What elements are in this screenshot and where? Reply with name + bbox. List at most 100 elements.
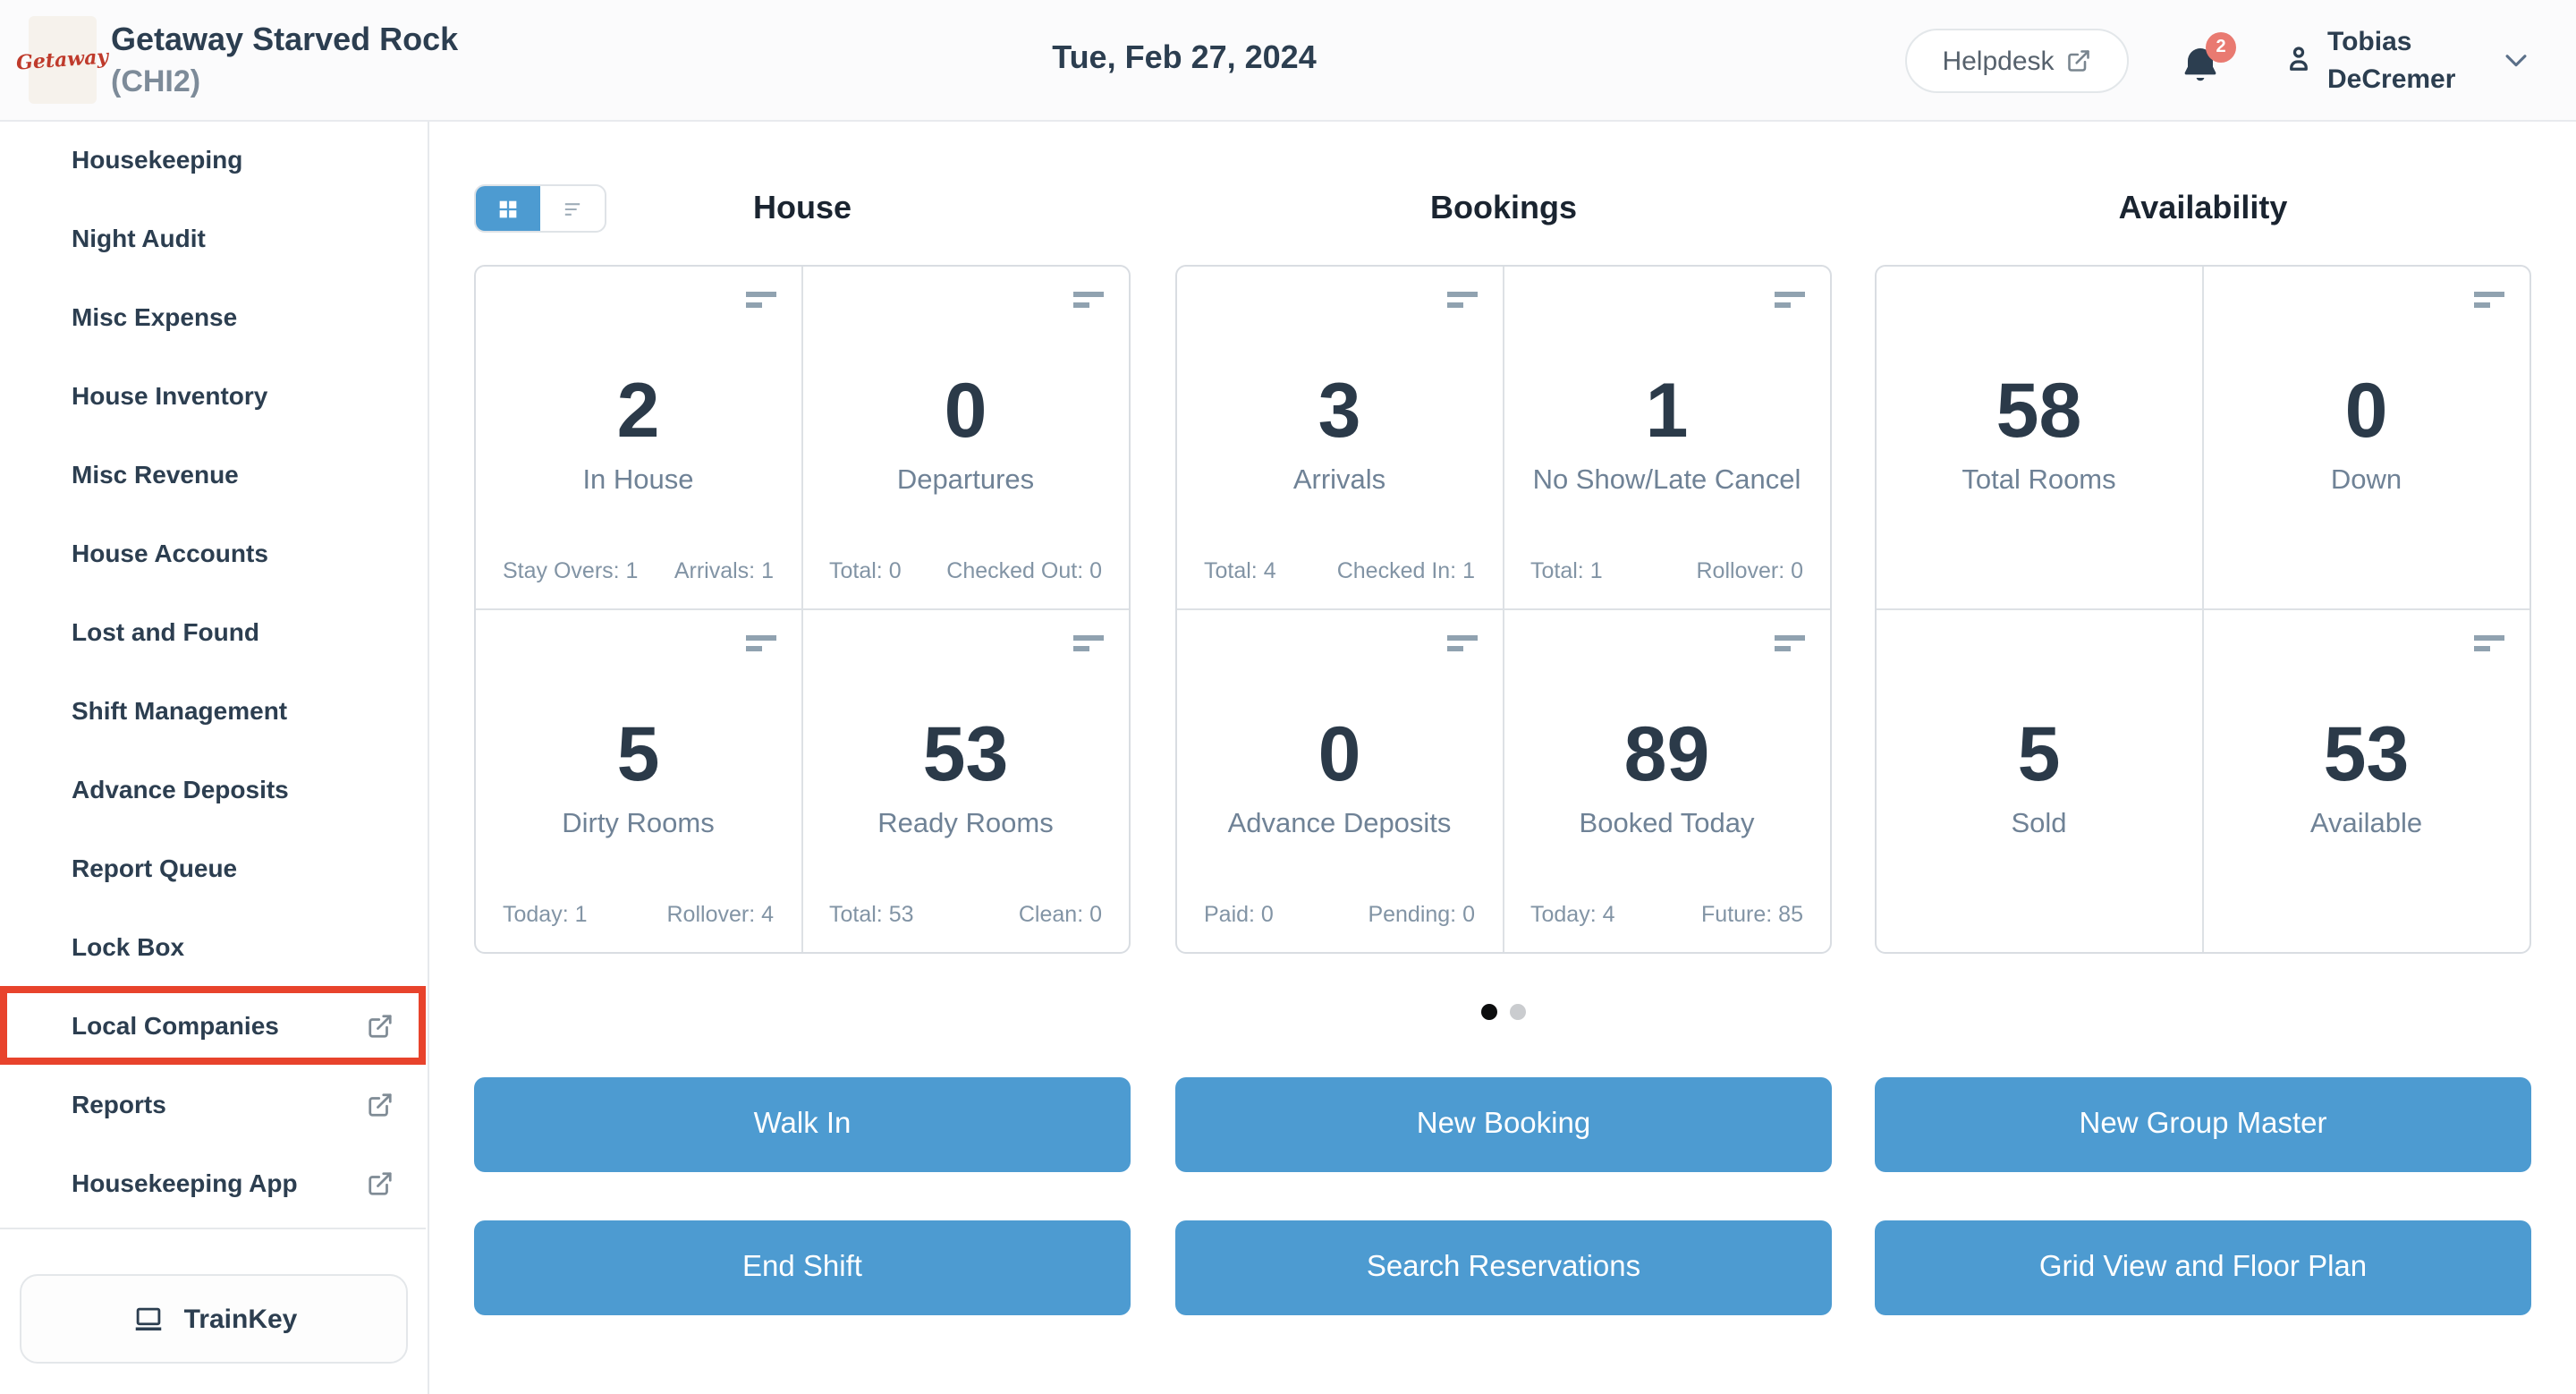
section-group-bookings: 3 Arrivals Total: 4 Checked In: 1 1 No Show/L… xyxy=(1175,265,1832,954)
stat-footer: Total: 53 Clean: 0 xyxy=(829,901,1102,926)
external-link-icon xyxy=(367,1012,394,1039)
notifications-button[interactable]: 2 xyxy=(2179,32,2243,98)
new-booking-button[interactable]: New Booking xyxy=(1175,1077,1832,1172)
sidebar-item-advance-deposits[interactable]: Advance Deposits xyxy=(0,750,426,829)
walk-in-button[interactable]: Walk In xyxy=(474,1077,1131,1172)
stat-footer: Stay Overs: 1 Arrivals: 1 xyxy=(503,558,774,583)
stat-card-down[interactable]: 0 Down xyxy=(2203,267,2529,609)
search-reservations-button[interactable]: Search Reservations xyxy=(1175,1220,1832,1315)
section-title-house: House xyxy=(752,190,852,225)
stat-card-departures[interactable]: 0 Departures Total: 0 Checked Out: 0 xyxy=(802,267,1129,609)
stat-card-dirty-rooms[interactable]: 5 Dirty Rooms Today: 1 Rollover: 4 xyxy=(476,609,802,952)
card-menu-icon[interactable] xyxy=(1775,634,1805,650)
stat-label: Departures xyxy=(896,465,1035,496)
stat-value: 0 xyxy=(944,369,987,455)
card-menu-icon[interactable] xyxy=(1446,634,1477,650)
stat-card-no-show-late-cancel[interactable]: 1 No Show/Late Cancel Total: 1 Rollover: 0 xyxy=(1504,267,1830,609)
sidebar-item-lost-and-found[interactable]: Lost and Found xyxy=(0,592,426,671)
stat-footer: Today: 4 Future: 85 xyxy=(1530,901,1803,926)
sidebar-nav: Housekeeping Night Audit Misc Expense House… xyxy=(0,120,426,1222)
helpdesk-button[interactable]: Helpdesk xyxy=(1905,29,2129,93)
stat-footer: Today: 1 Rollover: 4 xyxy=(503,901,774,926)
sidebar-item-local-companies[interactable]: Local Companies xyxy=(0,986,426,1065)
stat-label: In House xyxy=(582,465,694,496)
stat-footer: Paid: 0 Pending: 0 xyxy=(1204,901,1475,926)
stat-footer: Total: 1 Rollover: 0 xyxy=(1530,558,1803,583)
stat-card-arrivals[interactable]: 3 Arrivals Total: 4 Checked In: 1 xyxy=(1177,267,1504,609)
list-icon xyxy=(564,202,580,215)
trainkey-button[interactable]: TrainKey xyxy=(20,1274,408,1364)
sidebar-item-label: Advance Deposits xyxy=(72,775,289,803)
external-link-icon xyxy=(367,1169,394,1196)
sidebar-item-housekeeping[interactable]: Housekeeping xyxy=(0,120,426,199)
card-menu-icon[interactable] xyxy=(2474,634,2504,650)
stat-label: Arrivals xyxy=(1292,465,1386,496)
stat-footer-right: Rollover: 0 xyxy=(1696,558,1804,583)
sidebar-item-label: Lost and Found xyxy=(72,617,259,646)
stat-card-advance-deposits[interactable]: 0 Advance Deposits Paid: 0 Pending: 0 xyxy=(1177,609,1504,952)
sidebar-item-housekeeping-app[interactable]: Housekeeping App xyxy=(0,1143,426,1222)
stat-card-sold[interactable]: 5 Sold xyxy=(1877,609,2203,952)
sidebar-item-label: Housekeeping App xyxy=(72,1169,298,1197)
end-shift-button[interactable]: End Shift xyxy=(474,1220,1131,1315)
stat-card-booked-today[interactable]: 89 Booked Today Today: 4 Future: 85 xyxy=(1504,609,1830,952)
card-menu-icon[interactable] xyxy=(1073,634,1104,650)
card-menu-icon[interactable] xyxy=(2474,292,2504,308)
carousel-dots xyxy=(1175,1004,1832,1020)
stat-footer-left: Stay Overs: 1 xyxy=(503,558,639,583)
section-title-availability: Availability xyxy=(2118,190,2288,225)
stat-label: Dirty Rooms xyxy=(562,808,715,838)
stat-footer-right: Checked Out: 0 xyxy=(946,558,1102,583)
stat-card-ready-rooms[interactable]: 53 Ready Rooms Total: 53 Clean: 0 xyxy=(802,609,1129,952)
view-toggle xyxy=(474,184,606,233)
sidebar-footer: TrainKey xyxy=(0,1228,426,1394)
sidebar-item-label: Night Audit xyxy=(72,224,206,252)
user-menu[interactable]: Tobias DeCremer xyxy=(2283,23,2455,98)
sidebar-item-house-accounts[interactable]: House Accounts xyxy=(0,514,426,592)
stat-card-total-rooms[interactable]: 58 Total Rooms xyxy=(1877,267,2203,609)
property-code: (CHI2) xyxy=(111,64,201,98)
stat-footer: Total: 4 Checked In: 1 xyxy=(1204,558,1475,583)
stat-label: Sold xyxy=(2011,808,2067,838)
sidebar-item-misc-expense[interactable]: Misc Expense xyxy=(0,277,426,356)
brand-logo[interactable]: Getaway xyxy=(16,16,109,104)
card-menu-icon[interactable] xyxy=(1775,292,1805,308)
stat-footer: Total: 0 Checked Out: 0 xyxy=(829,558,1102,583)
stat-footer-left: Total: 1 xyxy=(1530,558,1603,583)
sidebar-item-report-queue[interactable]: Report Queue xyxy=(0,829,426,907)
stat-footer-left: Today: 4 xyxy=(1530,901,1615,926)
user-name: Tobias DeCremer xyxy=(2327,23,2455,98)
sidebar-item-shift-management[interactable]: Shift Management xyxy=(0,671,426,750)
sidebar: Housekeeping Night Audit Misc Expense House… xyxy=(0,120,429,1394)
sidebar-item-label: Report Queue xyxy=(72,854,238,882)
carousel-dot-2[interactable] xyxy=(1510,1004,1526,1020)
stat-card-in-house[interactable]: 2 In House Stay Overs: 1 Arrivals: 1 xyxy=(476,267,802,609)
sidebar-item-night-audit[interactable]: Night Audit xyxy=(0,199,426,277)
sidebar-item-label: Shift Management xyxy=(72,696,288,725)
card-menu-icon[interactable] xyxy=(1446,292,1477,308)
external-link-icon xyxy=(367,1091,394,1118)
sidebar-item-reports[interactable]: Reports xyxy=(0,1065,426,1143)
new-group-master-button[interactable]: New Group Master xyxy=(1875,1077,2531,1172)
carousel-dot-1[interactable] xyxy=(1481,1004,1497,1020)
card-menu-icon[interactable] xyxy=(1073,292,1104,308)
card-menu-icon[interactable] xyxy=(745,634,775,650)
card-menu-icon[interactable] xyxy=(745,292,775,308)
stat-value: 53 xyxy=(2323,711,2410,797)
stat-card-available[interactable]: 53 Available xyxy=(2203,609,2529,952)
grid-view-button[interactable] xyxy=(476,186,540,231)
list-view-button[interactable] xyxy=(540,186,605,231)
sidebar-item-house-inventory[interactable]: House Inventory xyxy=(0,356,426,435)
laptop-icon xyxy=(135,1306,161,1330)
sidebar-item-lock-box[interactable]: Lock Box xyxy=(0,907,426,986)
app-header: Getaway Getaway Starved Rock (CHI2) Tue,… xyxy=(0,0,2576,122)
chevron-down-icon[interactable] xyxy=(2501,45,2531,75)
grid-view-and-floor-plan-button[interactable]: Grid View and Floor Plan xyxy=(1875,1220,2531,1315)
user-last-name: DeCremer xyxy=(2327,64,2456,95)
stat-label: Total Rooms xyxy=(1962,465,2116,496)
property-info: Getaway Starved Rock (CHI2) xyxy=(111,18,458,102)
stat-value: 5 xyxy=(2017,711,2061,797)
stat-value: 0 xyxy=(2344,369,2388,455)
sidebar-item-misc-revenue[interactable]: Misc Revenue xyxy=(0,435,426,514)
